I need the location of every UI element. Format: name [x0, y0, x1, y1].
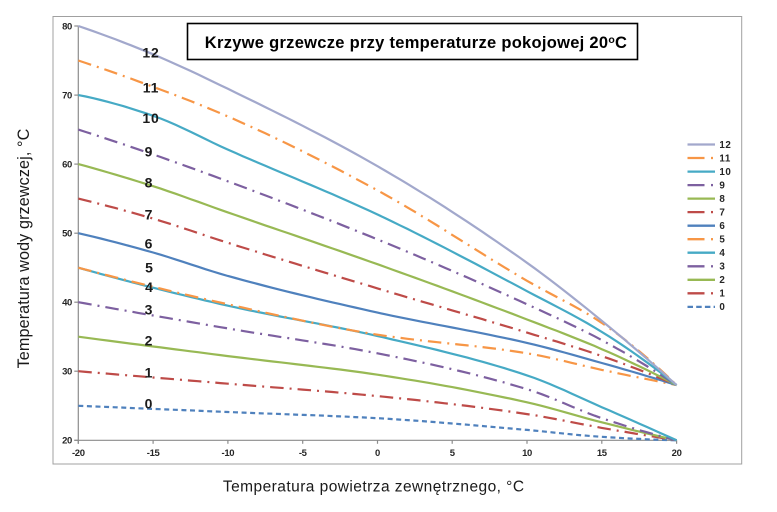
svg-text:-15: -15 [147, 448, 161, 459]
svg-text:8: 8 [145, 175, 154, 191]
svg-text:15: 15 [597, 448, 608, 459]
svg-text:11: 11 [719, 153, 730, 164]
svg-text:50: 50 [62, 229, 72, 240]
svg-text:30: 30 [62, 367, 72, 378]
svg-text:6: 6 [145, 236, 154, 252]
svg-text:9: 9 [719, 180, 725, 191]
svg-text:-20: -20 [72, 448, 85, 459]
svg-text:10: 10 [142, 110, 159, 126]
svg-text:6: 6 [719, 221, 725, 232]
svg-text:0: 0 [375, 448, 380, 459]
svg-text:5: 5 [145, 260, 154, 276]
svg-text:12: 12 [142, 45, 159, 61]
svg-text:Temperatura wody grzewczej, °C: Temperatura wody grzewczej, °C [15, 128, 33, 368]
svg-text:-10: -10 [222, 448, 235, 459]
svg-text:40: 40 [62, 298, 72, 309]
svg-text:11: 11 [143, 80, 160, 96]
svg-text:9: 9 [145, 144, 154, 160]
svg-text:2: 2 [719, 275, 725, 286]
svg-text:0: 0 [145, 396, 154, 412]
svg-text:12: 12 [719, 140, 731, 151]
svg-text:8: 8 [719, 194, 725, 205]
svg-text:4: 4 [719, 248, 725, 259]
svg-text:2: 2 [145, 333, 154, 349]
svg-text:10: 10 [719, 167, 731, 178]
svg-text:3: 3 [145, 302, 154, 318]
svg-text:70: 70 [62, 90, 72, 101]
svg-text:Krzywe grzewcze przy temperatu: Krzywe grzewcze przy temperaturze pokojo… [205, 34, 627, 52]
svg-text:0: 0 [719, 302, 725, 313]
svg-text:60: 60 [62, 159, 72, 170]
svg-text:7: 7 [145, 207, 154, 223]
svg-text:-5: -5 [299, 448, 308, 459]
svg-text:3: 3 [719, 262, 725, 273]
svg-text:20: 20 [62, 436, 72, 447]
svg-text:7: 7 [719, 207, 725, 218]
svg-text:1: 1 [145, 365, 154, 381]
svg-text:Temperatura powietrza zewnętrz: Temperatura powietrza zewnętrznego, °C [223, 479, 525, 496]
svg-text:4: 4 [145, 279, 154, 295]
svg-text:5: 5 [450, 448, 456, 459]
svg-text:80: 80 [62, 21, 72, 32]
svg-text:10: 10 [522, 448, 532, 459]
svg-text:5: 5 [719, 235, 725, 246]
svg-text:20: 20 [672, 448, 682, 459]
svg-text:1: 1 [719, 289, 725, 300]
